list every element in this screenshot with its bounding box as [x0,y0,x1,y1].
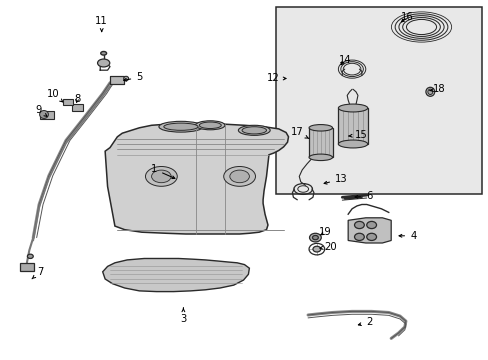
Text: 16: 16 [400,12,412,22]
Bar [308,128,332,157]
Polygon shape [347,218,390,243]
Text: 5: 5 [123,72,142,82]
Text: 3: 3 [180,308,186,324]
Circle shape [312,235,318,240]
Circle shape [366,221,376,229]
Ellipse shape [238,125,269,135]
Ellipse shape [123,76,128,81]
Ellipse shape [97,59,109,67]
Bar [62,99,73,105]
Ellipse shape [195,121,224,130]
Circle shape [354,221,364,229]
Text: 18: 18 [429,84,445,94]
Ellipse shape [425,87,434,96]
Ellipse shape [338,140,367,148]
Bar [110,76,123,84]
Polygon shape [102,258,249,292]
Text: 2: 2 [358,317,372,327]
Ellipse shape [338,104,367,112]
Text: 8: 8 [74,94,80,104]
Bar [40,111,54,119]
Text: 10: 10 [46,89,62,102]
Text: 19: 19 [318,227,331,237]
Ellipse shape [151,170,171,183]
Text: 17: 17 [290,127,308,139]
Circle shape [312,246,320,252]
Ellipse shape [159,121,203,132]
Circle shape [366,233,376,240]
Bar [110,76,123,84]
Circle shape [309,233,321,242]
Ellipse shape [308,154,332,161]
Ellipse shape [163,123,198,130]
Text: 12: 12 [266,73,285,84]
Text: 1: 1 [150,164,175,179]
Text: 9: 9 [35,105,47,116]
Text: 6: 6 [354,191,372,201]
Ellipse shape [145,166,177,186]
Bar [276,7,481,194]
Ellipse shape [199,122,221,129]
Text: 11: 11 [95,16,108,32]
Ellipse shape [308,125,332,131]
Ellipse shape [427,89,432,94]
Circle shape [27,254,33,258]
Ellipse shape [223,166,255,186]
Polygon shape [105,123,288,234]
Bar [338,108,367,144]
Ellipse shape [242,127,266,134]
Ellipse shape [229,170,249,183]
Bar [20,263,34,271]
Circle shape [354,233,364,240]
Text: 13: 13 [324,174,347,184]
Text: 14: 14 [338,55,350,66]
Text: 15: 15 [348,130,366,140]
Text: 20: 20 [319,242,336,252]
Bar [72,104,83,111]
Text: 4: 4 [398,231,415,241]
Text: 7: 7 [32,267,43,279]
Ellipse shape [101,51,106,55]
Ellipse shape [40,111,48,118]
